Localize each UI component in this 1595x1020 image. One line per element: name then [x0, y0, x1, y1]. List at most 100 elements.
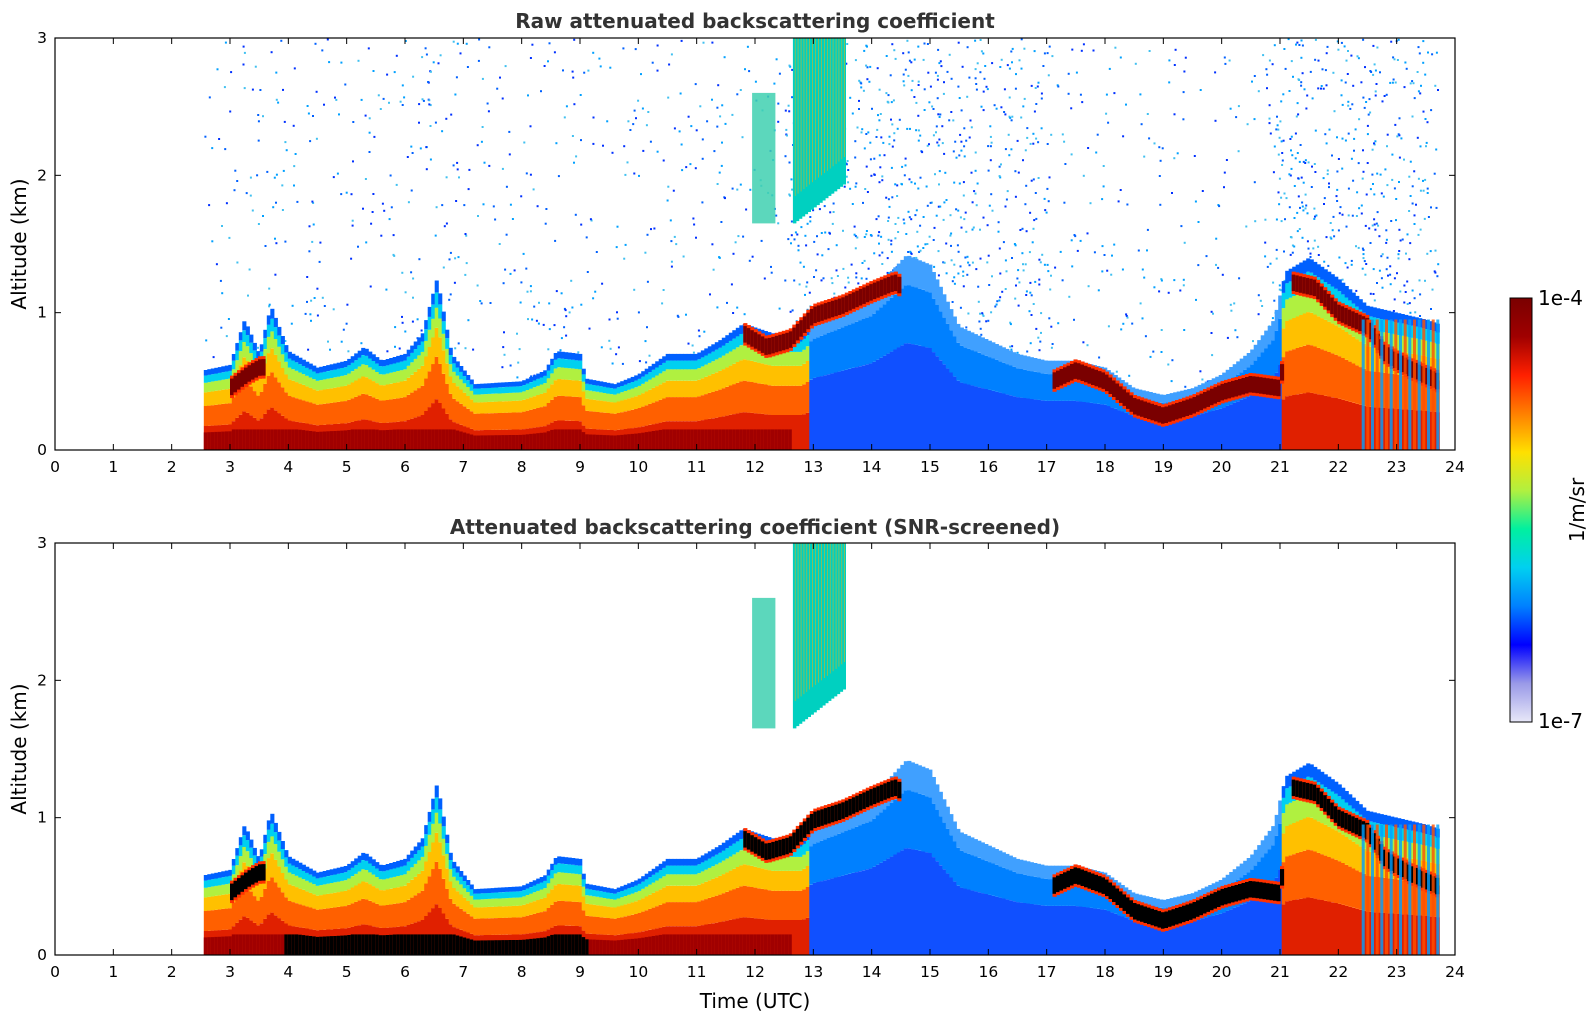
- noise-speck: [212, 356, 215, 359]
- backscatter-cell: [448, 869, 453, 882]
- backscatter-cell: [256, 351, 261, 358]
- backscatter-cell: [525, 915, 530, 934]
- backscatter-cell: [529, 893, 534, 903]
- backscatter-cell: [273, 882, 278, 916]
- noise-speck: [283, 120, 286, 123]
- backscatter-cell: [371, 886, 376, 903]
- backscatter-cell: [441, 311, 446, 322]
- near-surface-cell: [361, 429, 366, 450]
- noise-speck: [441, 204, 444, 207]
- noise-speck: [917, 187, 920, 190]
- backscatter-cell: [259, 878, 264, 897]
- backscatter-cell: [1341, 399, 1346, 450]
- noise-speck: [865, 133, 868, 135]
- noise-speck: [1283, 250, 1285, 253]
- backscatter-cell: [1204, 381, 1209, 392]
- backscatter-cell: [455, 367, 460, 376]
- backscatter-cell: [823, 334, 828, 376]
- backscatter-cell: [970, 332, 975, 350]
- backscatter-cell: [375, 363, 380, 372]
- backscatter-cell: [1400, 375, 1405, 410]
- backscatter-cell: [973, 351, 978, 387]
- noise-speck: [606, 120, 609, 123]
- noise-speck: [211, 147, 214, 150]
- noise-speck: [1350, 157, 1353, 160]
- noise-speck: [1418, 52, 1421, 55]
- backscatter-cell: [329, 364, 334, 371]
- x-tick-label: 0: [50, 458, 60, 476]
- near-surface-cell: [235, 429, 240, 450]
- backscatter-cell: [259, 373, 264, 392]
- backscatter-cell: [1264, 330, 1269, 349]
- plume-cell: [841, 38, 843, 160]
- noise-speck: [1292, 75, 1294, 78]
- backscatter-cell: [277, 840, 282, 852]
- noise-speck: [887, 94, 890, 97]
- noise-speck: [1113, 243, 1116, 246]
- backscatter-cell: [207, 879, 212, 888]
- backscatter-cell: [1295, 348, 1300, 395]
- backscatter-cell: [392, 357, 397, 364]
- noise-speck: [1362, 249, 1365, 251]
- noise-speck: [1435, 51, 1438, 54]
- cloud-cell: [753, 332, 758, 349]
- backscatter-cell: [1309, 259, 1314, 273]
- noise-speck: [1004, 259, 1007, 262]
- backscatter-cell: [893, 294, 898, 350]
- noise-speck: [390, 206, 393, 209]
- noise-speck: [1408, 258, 1411, 261]
- noise-speck: [945, 272, 948, 275]
- backscatter-cell: [371, 381, 376, 398]
- backscatter-cell: [497, 906, 502, 918]
- backscatter-cell: [672, 360, 677, 370]
- backscatter-cell: [1309, 312, 1314, 346]
- noise-speck: [1341, 167, 1344, 170]
- backscatter-cell: [1344, 359, 1349, 401]
- near-surface-cell: [581, 937, 586, 955]
- backscatter-cell: [347, 904, 352, 928]
- backscatter-cell: [207, 910, 212, 931]
- noise-speck: [1358, 118, 1361, 121]
- backscatter-cell: [396, 362, 401, 371]
- noise-speck: [813, 240, 816, 243]
- backscatter-cell: [732, 349, 737, 364]
- backscatter-cell: [1274, 309, 1279, 331]
- backscatter-cell: [543, 911, 548, 932]
- noise-speck: [1287, 38, 1290, 41]
- near-surface-cell: [459, 936, 464, 955]
- backscatter-cell: [1330, 353, 1335, 398]
- noise-speck: [1168, 59, 1171, 62]
- backscatter-cell: [606, 387, 611, 394]
- noise-speck: [1375, 222, 1378, 225]
- noise-speck: [540, 90, 542, 93]
- backscatter-cell: [536, 900, 541, 913]
- cloud-cell: [1080, 364, 1085, 381]
- noise-speck: [1044, 209, 1047, 212]
- noise-speck: [925, 185, 928, 188]
- backscatter-cell: [266, 336, 271, 354]
- noise-speck: [304, 312, 307, 315]
- noise-speck: [1361, 247, 1364, 250]
- noise-speck: [1377, 224, 1380, 227]
- noise-speck: [720, 221, 723, 223]
- noise-speck: [681, 169, 684, 172]
- noise-speck: [1408, 175, 1411, 178]
- streak-cell: [1436, 319, 1440, 450]
- backscatter-cell: [1253, 344, 1258, 361]
- backscatter-cell: [312, 894, 317, 909]
- panel-title: Attenuated backscattering coefficient (S…: [450, 515, 1060, 539]
- noise-speck: [887, 198, 890, 201]
- backscatter-cell: [686, 397, 691, 422]
- noise-speck: [976, 62, 979, 65]
- backscatter-cell: [210, 873, 215, 880]
- backscatter-cell: [690, 353, 695, 361]
- noise-speck: [1392, 310, 1395, 312]
- noise-speck: [385, 288, 388, 291]
- near-surface-cell: [501, 435, 506, 450]
- noise-speck: [953, 263, 956, 266]
- noise-speck: [1167, 363, 1170, 366]
- noise-speck: [949, 214, 952, 217]
- noise-speck: [690, 125, 693, 128]
- noise-speck: [672, 189, 675, 192]
- backscatter-cell: [1400, 323, 1405, 336]
